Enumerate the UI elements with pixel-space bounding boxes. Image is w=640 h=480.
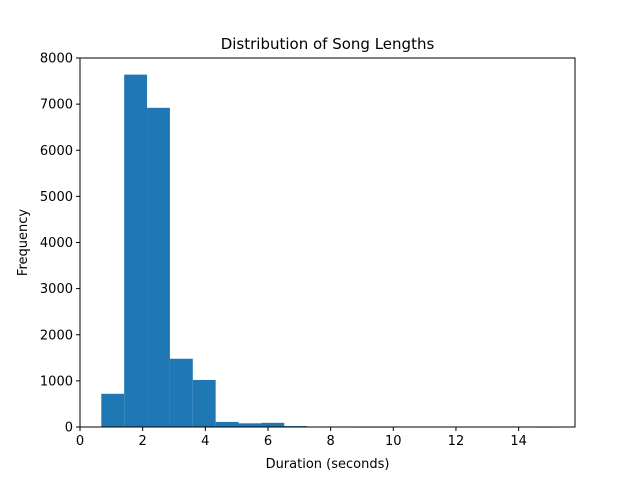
y-axis-label: Frequency [16, 209, 31, 276]
histogram-bar [261, 422, 285, 427]
histogram-bar [192, 379, 216, 427]
y-tick-label: 0 [65, 421, 73, 436]
x-axis: 0 2 4 6 8 10 12 14 [76, 427, 527, 449]
histogram-bar [101, 393, 125, 427]
histogram-bar [124, 74, 148, 427]
x-tick-label: 2 [139, 434, 147, 449]
histogram-bar [238, 423, 262, 427]
bars-group [101, 74, 559, 428]
x-tick-label: 10 [385, 434, 402, 449]
y-tick-label: 5000 [40, 190, 73, 205]
histogram-bar [169, 358, 193, 427]
y-tick-label: 8000 [40, 52, 73, 67]
x-axis-label: Duration (seconds) [266, 457, 390, 472]
histogram-bar [215, 421, 239, 427]
x-tick-label: 4 [201, 434, 209, 449]
histogram-bar [147, 107, 170, 427]
y-tick-label: 4000 [40, 236, 73, 251]
x-tick-label: 8 [326, 434, 334, 449]
chart-title: Distribution of Song Lengths [221, 35, 435, 53]
y-tick-label: 7000 [40, 98, 73, 113]
y-axis: 0 1000 2000 3000 4000 5000 6000 7000 8000 [40, 52, 80, 436]
y-tick-label: 6000 [40, 144, 73, 159]
x-tick-label: 0 [76, 434, 84, 449]
y-tick-label: 1000 [40, 374, 73, 389]
y-tick-label: 2000 [40, 328, 73, 343]
x-tick-label: 6 [264, 434, 272, 449]
y-tick-label: 3000 [40, 282, 73, 297]
x-tick-label: 14 [510, 434, 527, 449]
x-tick-label: 12 [448, 434, 465, 449]
